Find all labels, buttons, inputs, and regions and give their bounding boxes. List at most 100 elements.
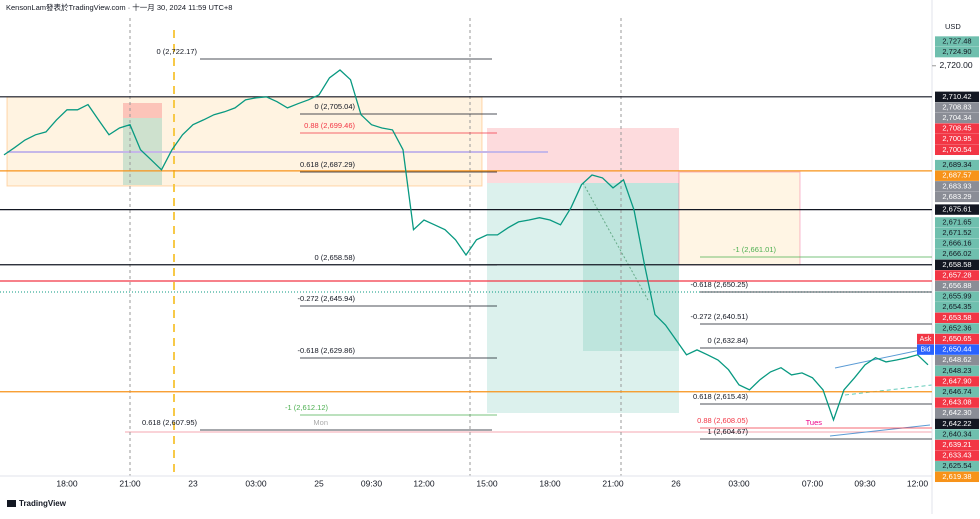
price-tag [935,36,979,47]
price-tag [935,159,979,171]
price-tag-label: 2,675.61 [942,205,971,214]
fib-label: 0.618 (2,615.43) [693,392,749,401]
price-tag [935,181,979,192]
fib-label: 0 (2,722.17) [157,47,198,56]
fib-label: -1 (2,612.12) [285,403,328,412]
price-tag-label: 2,666.16 [942,239,971,248]
fib-label: Tues [806,418,823,427]
price-tag [935,191,979,203]
price-tag-label: 2,653.58 [942,313,971,322]
trend [834,347,931,369]
price-tag [935,323,979,334]
fib-label: 1 (2,604.67) [708,427,749,436]
fib-label: -0.272 (2,640.51) [690,312,748,321]
quote-tag-label: Ask [920,336,932,343]
price-tag-label: 2,724.90 [942,47,971,56]
x-tick-label: 15:00 [476,478,498,488]
currency: USD [945,22,961,31]
price-tag [935,134,979,145]
price-tag [935,204,979,215]
fib-label: 0.88 (2,699.46) [304,121,355,130]
price-tag-label: 2,704.34 [942,113,971,122]
x-tick-label: 18:00 [539,478,561,488]
price-tag [935,397,979,408]
zone [678,171,801,266]
price-tag-label: 2,687.57 [942,171,971,180]
price-tag [935,270,979,281]
quote-tag [917,344,934,355]
price-tag [935,471,979,483]
y-tick-label: 2,720.00 [939,60,972,70]
fib-label: 0 (2,632.84) [708,336,749,345]
price-tag-label: 2,640.34 [942,429,971,438]
price-tag [935,386,979,398]
price-tag [935,408,979,419]
price-tag-label: 2,654.35 [942,302,971,311]
header: KensonLam發表於TradingView.com · 十一月 30, 20… [6,2,232,12]
price-tag [935,344,979,355]
price-tag-label: 2,666.02 [942,249,971,258]
price-tag-label: 2,625.54 [942,461,971,470]
price-tag [935,170,979,181]
price-tag-label: 2,643.08 [942,398,971,407]
x-tick-label: 09:30 [854,478,876,488]
price-tag-label: 2,671.52 [942,228,971,237]
price-tag-label: 2,708.45 [942,124,971,133]
price-tag-label: 2,657.28 [942,270,971,279]
price-tag [935,439,979,451]
price-tag-label: 2,646.74 [942,387,971,396]
price-tag-label: 2,650.44 [942,345,971,354]
zone [6,96,483,187]
fib-label: -1 (2,661.01) [733,245,776,254]
price-tag [935,333,979,345]
price-tag-label: 2,633.43 [942,451,971,460]
price-tag [935,291,979,302]
price-tag-label: 2,671.65 [942,217,971,226]
fib-label: -0.272 (2,645.94) [297,294,355,303]
price-tag [935,376,979,387]
price-tag [935,302,979,313]
fib-label: 0.618 (2,687.29) [300,160,356,169]
brand: TradingView [19,499,67,508]
zone [123,103,162,118]
price-tag-label: 2,650.65 [942,334,971,343]
price-tag-label: 2,727.48 [942,37,971,46]
x-tick-label: 26 [671,478,681,488]
price-tag-label: 2,683.29 [942,192,971,201]
price-tag [935,461,979,472]
price-tag [935,123,979,134]
price-tag [935,249,979,260]
quote-tag [917,333,934,345]
fib-label: -0.618 (2,629.86) [297,346,355,355]
fib-label: -0.618 (2,650.25) [690,280,748,289]
x-tick-label: 25 [314,478,324,488]
x-tick-label: 03:00 [728,478,750,488]
price-tag [935,238,979,249]
x-tick-label: 07:00 [802,478,824,488]
x-tick-label: 12:00 [413,478,435,488]
price-tag [935,355,979,366]
price-tag-label: 2,647.90 [942,376,971,385]
price-tag-label: 2,639.21 [942,440,971,449]
x-tick-label: 18:00 [56,478,78,488]
fib-label: 0.88 (2,608.05) [697,416,748,425]
price-tag-label: 2,648.62 [942,355,971,364]
price-tag-label: 2,642.30 [942,408,971,417]
price-tag-label: 2,700.95 [942,134,971,143]
price-tag-label: 2,648.23 [942,366,971,375]
fib-label: 0.618 (2,607.95) [142,418,198,427]
price-tag-label: 2,710.42 [942,92,971,101]
price-tag-label: 2,652.36 [942,323,971,332]
x-tick-label: 23 [188,478,198,488]
x-tick-label: 21:00 [602,478,624,488]
price-tag-label: 2,708.83 [942,102,971,111]
trend [829,424,931,437]
price-tag-label: 2,642.22 [942,419,971,428]
price-tag-label: 2,656.88 [942,281,971,290]
trend [844,384,933,396]
x-tick-label: 09:30 [361,478,383,488]
price-tag [935,46,979,58]
price-tag [935,144,979,156]
price-tag [935,312,979,324]
